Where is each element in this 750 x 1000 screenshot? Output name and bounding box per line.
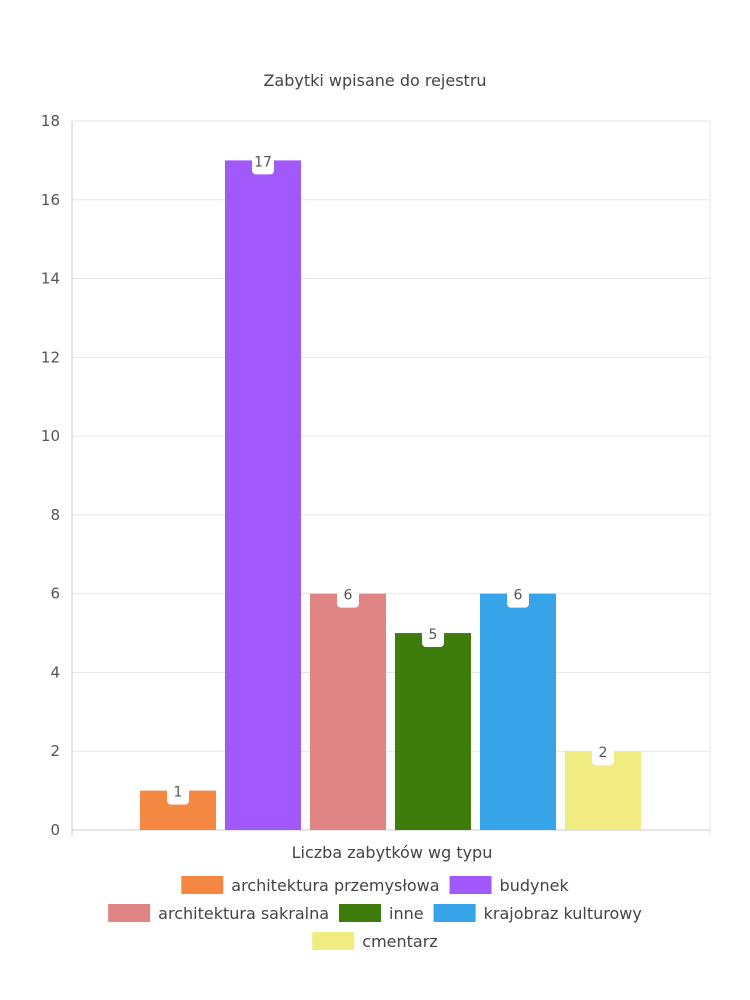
y-tick-label: 16 [41,191,60,209]
y-tick-label: 0 [50,821,60,839]
data-label-bg [507,579,529,608]
data-label-bg [592,737,614,766]
legend-label: inne [389,904,424,923]
chart-title: Zabytki wpisane do rejestru [263,71,486,90]
legend-swatch [433,904,476,922]
data-label: 6 [344,588,353,604]
data-label-bg [422,619,444,648]
bar [310,593,386,830]
data-label: 17 [254,154,272,170]
legend-label: architektura sakralna [158,904,329,923]
data-label-bg [167,776,189,805]
y-tick-label: 12 [41,348,60,366]
legend-swatch [181,876,224,894]
data-labels: 1 17 6 5 6 2 [167,146,614,805]
y-tick-label: 2 [50,742,60,760]
y-axis-ticks: 0 2 4 6 8 10 12 14 16 18 [41,112,60,839]
bar [395,633,471,830]
data-label: 5 [429,627,438,643]
data-label: 2 [599,745,608,761]
legend-label: budynek [500,876,570,895]
grid-lines [71,120,711,836]
legend: architektura przemysłowa budynek architekt… [108,876,642,951]
y-tick-label: 18 [41,112,60,130]
legend-label: cmentarz [362,932,437,951]
data-label: 6 [514,588,523,604]
data-label-bg [252,146,274,175]
legend-swatch [312,932,355,950]
legend-swatch [449,876,492,894]
bars [140,160,641,830]
y-tick-label: 14 [41,270,60,288]
legend-label: krajobraz kulturowy [484,904,642,923]
data-label: 1 [174,785,183,801]
legend-swatch [108,904,151,922]
y-tick-label: 8 [50,506,60,524]
legend-swatch [339,904,382,922]
y-tick-label: 10 [41,427,60,445]
bar [225,160,301,830]
data-label-bg [337,579,359,608]
y-tick-label: 6 [50,585,60,603]
y-tick-label: 4 [50,663,60,681]
x-axis-label: Liczba zabytków wg typu [292,843,493,862]
legend-label: architektura przemysłowa [231,876,439,895]
bar [480,593,556,830]
